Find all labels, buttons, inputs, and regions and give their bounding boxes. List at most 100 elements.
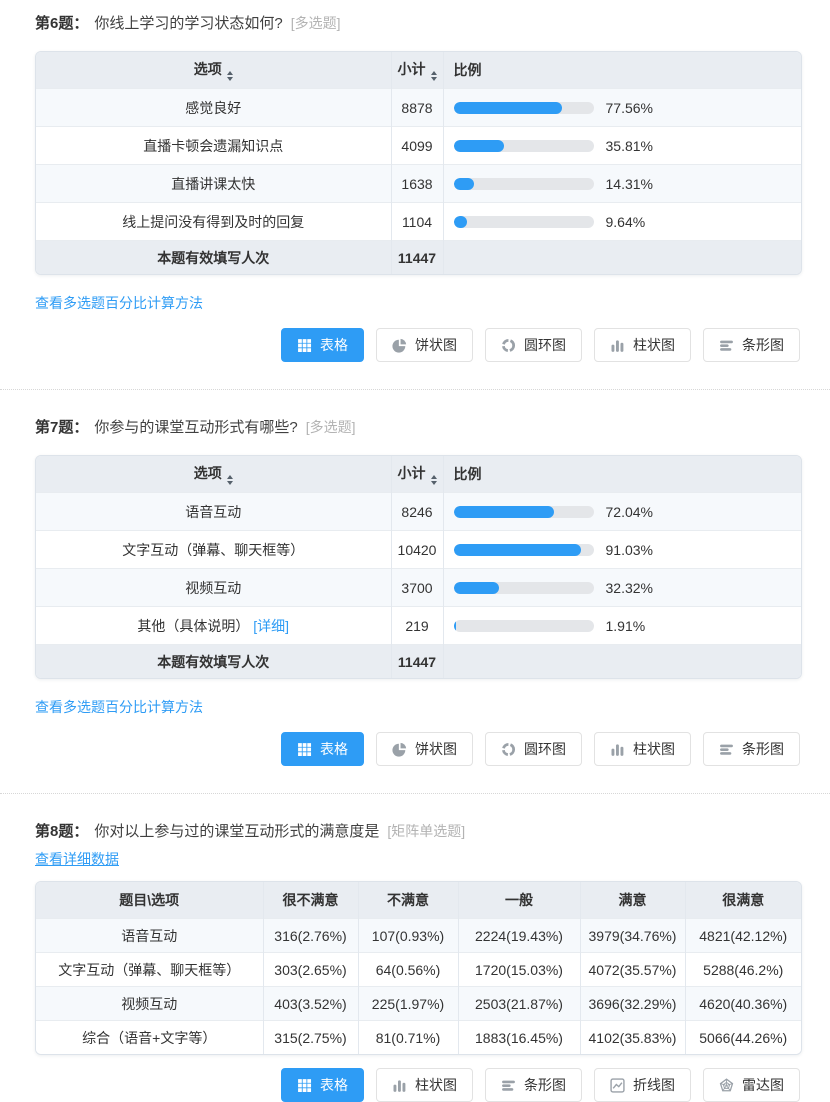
chart-button-label: 条形图	[742, 741, 784, 757]
question-type-tag: [多选题]	[305, 419, 356, 435]
table-footer-row: 本题有效填写人次 11447	[36, 644, 801, 678]
chart-button-table[interactable]: 表格	[281, 328, 364, 362]
matrix-cell: 107(0.93%)	[357, 918, 458, 953]
question-section-8: 第8题： 你对以上参与过的课堂互动形式的满意度是 [矩阵单选题] 查看详细数据 题目\选…	[35, 820, 802, 1102]
chart-button-label: 圆环图	[524, 337, 566, 353]
chart-button-label: 表格	[320, 741, 348, 757]
percent-bar-fill	[453, 139, 504, 152]
sort-icon	[226, 475, 233, 485]
chart-type-toolbar: 表格 饼状图 圆环图 柱状图 条形图	[35, 732, 800, 766]
chart-button-hbar[interactable]: 条形图	[703, 732, 800, 766]
matrix-cell: 5288(46.2%)	[684, 952, 801, 987]
question-text: 你线上学习的学习状态如何?	[94, 15, 283, 32]
matrix-cell: 2224(19.43%)	[457, 918, 580, 953]
column-header-option[interactable]: 选项	[36, 456, 391, 493]
option-cell: 线上提问没有得到及时的回复	[36, 202, 391, 241]
percent-label: 9.64%	[605, 213, 646, 230]
pie-chart-icon	[392, 742, 407, 757]
ratio-cell: 77.56%	[442, 88, 801, 127]
ratio-cell: 35.81%	[442, 126, 801, 165]
bar-chart-icon	[501, 1078, 516, 1093]
chart-button-line[interactable]: 折线图	[594, 1068, 691, 1102]
table-row: 语音互动 8246 72.04%	[36, 492, 801, 531]
ratio-cell: 1.91%	[442, 606, 801, 645]
chart-button-table[interactable]: 表格	[281, 1068, 364, 1102]
ratio-cell: 14.31%	[442, 164, 801, 203]
column-header-count[interactable]: 小计	[390, 456, 443, 493]
matrix-row-label: 综合（语音+文字等）	[36, 1020, 263, 1054]
section-divider	[0, 793, 830, 794]
question-number: 第7题：	[35, 419, 89, 436]
chart-button-label: 柱状图	[415, 1077, 457, 1093]
chart-button-table[interactable]: 表格	[281, 732, 364, 766]
chart-button-pie[interactable]: 饼状图	[376, 328, 473, 362]
percent-bar-fill	[453, 215, 467, 228]
chart-button-pie[interactable]: 饼状图	[376, 732, 473, 766]
matrix-column-header: 很不满意	[262, 882, 358, 919]
percent-label: 77.56%	[605, 99, 653, 116]
column-header-count[interactable]: 小计	[390, 52, 443, 89]
chart-button-hbar[interactable]: 条形图	[485, 1068, 582, 1102]
percent-label: 1.91%	[605, 617, 646, 634]
chart-button-label: 柱状图	[633, 741, 675, 757]
question-section-7: 第7题： 你参与的课堂互动形式有哪些? [多选题] 选项 小计 比例 语音互动 8246 72.…	[35, 416, 802, 766]
column-header-option[interactable]: 选项	[36, 52, 391, 89]
section-divider	[0, 389, 830, 390]
option-detail-link[interactable]: [详细]	[253, 617, 290, 634]
column-chart-icon	[610, 338, 625, 353]
table-row: 其他（具体说明） [详细] 219 1.91%	[36, 606, 801, 645]
count-cell: 8246	[390, 492, 443, 531]
question-number: 第8题：	[35, 823, 89, 840]
chart-button-column[interactable]: 柱状图	[594, 732, 691, 766]
table-footer-row: 本题有效填写人次 11447	[36, 240, 801, 274]
percent-label: 32.32%	[605, 579, 653, 596]
percent-label: 72.04%	[605, 503, 653, 520]
matrix-row: 语音互动 316(2.76%) 107(0.93%) 2224(19.43%) 3979…	[36, 918, 801, 953]
chart-button-donut[interactable]: 圆环图	[485, 732, 582, 766]
chart-button-radar[interactable]: 雷达图	[703, 1068, 800, 1102]
chart-button-label: 雷达图	[742, 1077, 784, 1093]
ratio-cell: 9.64%	[442, 202, 801, 241]
chart-button-hbar[interactable]: 条形图	[703, 328, 800, 362]
percent-bar-track	[453, 581, 594, 594]
option-cell: 文字互动（弹幕、聊天框等）	[36, 530, 391, 569]
question-title: 第6题： 你线上学习的学习状态如何? [多选题]	[35, 12, 800, 35]
count-cell: 3700	[390, 568, 443, 607]
question-text: 你对以上参与过的课堂互动形式的满意度是	[94, 823, 380, 840]
question-type-tag: [矩阵单选题]	[387, 823, 466, 839]
ratio-cell: 91.03%	[442, 530, 801, 569]
footer-count: 11447	[390, 240, 443, 274]
bar-chart-icon	[719, 338, 734, 353]
percent-bar-track	[453, 543, 594, 556]
matrix-cell: 4072(35.57%)	[579, 952, 685, 987]
chart-button-donut[interactable]: 圆环图	[485, 328, 582, 362]
donut-chart-icon	[501, 338, 516, 353]
table-row: 线上提问没有得到及时的回复 1104 9.64%	[36, 202, 801, 241]
chart-button-label: 折线图	[633, 1077, 675, 1093]
view-detail-data-link[interactable]: 查看详细数据	[35, 851, 119, 867]
chart-button-label: 表格	[320, 1077, 348, 1093]
percent-label: 91.03%	[605, 541, 653, 558]
column-header-ratio: 比例	[442, 456, 801, 493]
percent-bar-track	[453, 177, 594, 190]
matrix-row-label: 语音互动	[36, 918, 263, 953]
matrix-column-header: 满意	[579, 882, 685, 919]
table-row: 感觉良好 8878 77.56%	[36, 88, 801, 127]
table-row: 直播讲课太快 1638 14.31%	[36, 164, 801, 203]
matrix-cell: 4620(40.36%)	[684, 986, 801, 1021]
percentage-method-link[interactable]: 查看多选题百分比计算方法	[35, 295, 203, 311]
matrix-cell: 1720(15.03%)	[457, 952, 580, 987]
table-row: 直播卡顿会遗漏知识点 4099 35.81%	[36, 126, 801, 165]
percent-bar-fill	[453, 543, 581, 556]
count-cell: 8878	[390, 88, 443, 127]
chart-button-column[interactable]: 柱状图	[594, 328, 691, 362]
percentage-method-link[interactable]: 查看多选题百分比计算方法	[35, 699, 203, 715]
chart-button-column[interactable]: 柱状图	[376, 1068, 473, 1102]
matrix-row: 综合（语音+文字等） 315(2.75%) 81(0.71%) 1883(16.45%…	[36, 1020, 801, 1054]
chart-type-toolbar: 表格 柱状图 条形图 折线图 雷达图	[35, 1068, 800, 1102]
option-cell: 语音互动	[36, 492, 391, 531]
matrix-cell: 4821(42.12%)	[684, 918, 801, 953]
count-cell: 10420	[390, 530, 443, 569]
table-row: 文字互动（弹幕、聊天框等） 10420 91.03%	[36, 530, 801, 569]
